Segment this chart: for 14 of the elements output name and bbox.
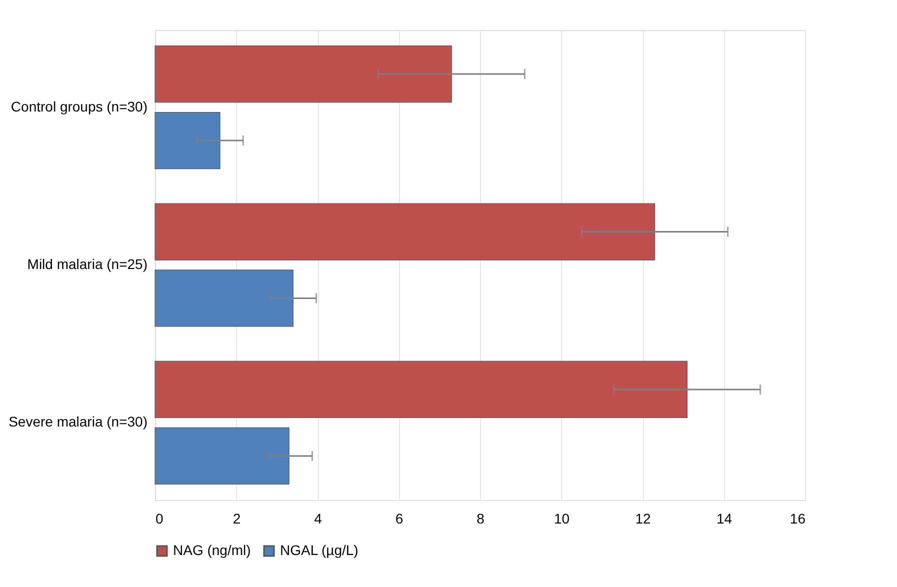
- y-tick-label: Control groups (n=30): [10, 98, 148, 114]
- x-tick-label: 2: [232, 510, 241, 526]
- x-tick-label: 14: [716, 510, 732, 526]
- x-tick-label: 12: [635, 510, 651, 526]
- y-tick-label: Severe malaria (n=30): [8, 414, 148, 430]
- y-tick-label: Mild malaria (n=25): [27, 256, 148, 272]
- x-tick-label: 4: [314, 510, 322, 526]
- x-tick-label: 6: [395, 510, 404, 526]
- legend-label: NAG (ng/ml): [173, 542, 251, 558]
- x-tick-label: 0: [156, 510, 164, 526]
- x-tick-label: 10: [554, 510, 570, 526]
- x-tick-label: 8: [476, 510, 485, 526]
- legend-label: NGAL (µg/L): [280, 542, 358, 558]
- x-tick-label: 16: [790, 510, 806, 526]
